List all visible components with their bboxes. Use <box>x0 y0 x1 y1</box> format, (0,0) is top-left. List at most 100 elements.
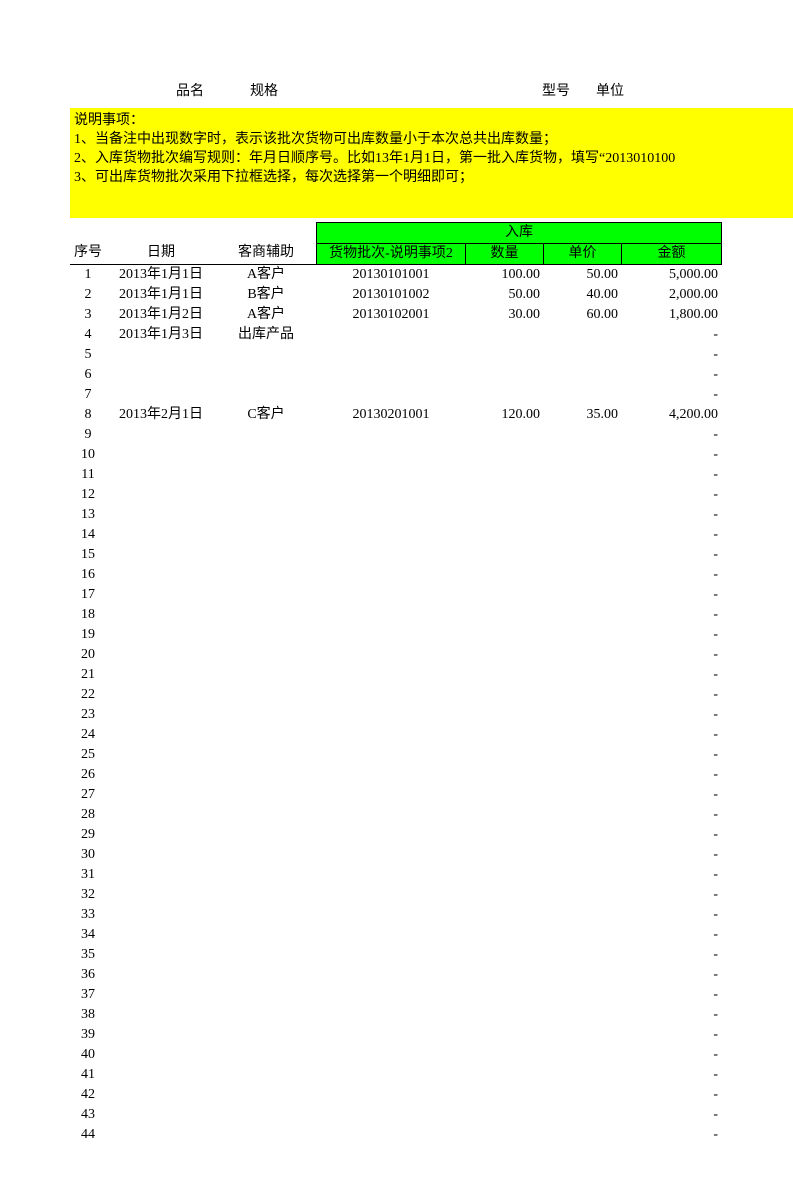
cell-date <box>106 785 216 805</box>
cell-price <box>544 925 622 945</box>
cell-qty <box>466 725 544 745</box>
cell-price <box>544 325 622 345</box>
cell-price <box>544 985 622 1005</box>
table-row: 28- <box>70 805 793 825</box>
cell-seq: 4 <box>70 325 106 345</box>
cell-amt: - <box>622 485 722 505</box>
cell-batch <box>316 765 466 785</box>
table-row: 19- <box>70 625 793 645</box>
table-row: 18- <box>70 605 793 625</box>
cell-date <box>106 425 216 445</box>
cell-date <box>106 885 216 905</box>
cell-batch <box>316 625 466 645</box>
cell-amt: - <box>622 645 722 665</box>
cell-seq: 11 <box>70 465 106 485</box>
cell-cust <box>216 945 316 965</box>
cell-date: 2013年1月3日 <box>106 325 216 345</box>
cell-qty <box>466 745 544 765</box>
cell-amt: - <box>622 905 722 925</box>
cell-date <box>106 925 216 945</box>
cell-cust: A客户 <box>216 265 316 285</box>
cell-cust <box>216 965 316 985</box>
cell-date <box>106 825 216 845</box>
cell-qty <box>466 625 544 645</box>
cell-price: 50.00 <box>544 265 622 285</box>
cell-date <box>106 965 216 985</box>
cell-batch <box>316 1045 466 1065</box>
cell-date <box>106 805 216 825</box>
cell-amt: - <box>622 725 722 745</box>
cell-date <box>106 565 216 585</box>
cell-price <box>544 1045 622 1065</box>
cell-amt: - <box>622 805 722 825</box>
cell-amt: - <box>622 985 722 1005</box>
cell-batch <box>316 385 466 405</box>
cell-price <box>544 865 622 885</box>
header-price: 单价 <box>544 243 622 265</box>
cell-cust: B客户 <box>216 285 316 305</box>
cell-cust <box>216 545 316 565</box>
cell-qty <box>466 1045 544 1065</box>
cell-batch <box>316 885 466 905</box>
cell-price <box>544 945 622 965</box>
table-row: 30- <box>70 845 793 865</box>
cell-date: 2013年1月1日 <box>106 265 216 285</box>
cell-cust <box>216 645 316 665</box>
label-product-name: 品名 <box>130 80 250 100</box>
table-row: 27- <box>70 785 793 805</box>
cell-batch <box>316 845 466 865</box>
cell-price <box>544 645 622 665</box>
cell-seq: 18 <box>70 605 106 625</box>
notes-title: 说明事项： <box>74 112 789 131</box>
cell-batch <box>316 745 466 765</box>
cell-seq: 34 <box>70 925 106 945</box>
cell-seq: 22 <box>70 685 106 705</box>
cell-amt: - <box>622 625 722 645</box>
label-spec: 规格 <box>250 80 410 100</box>
cell-seq: 14 <box>70 525 106 545</box>
cell-price <box>544 385 622 405</box>
table-row: 9- <box>70 425 793 445</box>
cell-amt: - <box>622 885 722 905</box>
cell-qty <box>466 605 544 625</box>
cell-qty <box>466 565 544 585</box>
cell-seq: 36 <box>70 965 106 985</box>
cell-amt: - <box>622 505 722 525</box>
cell-cust <box>216 845 316 865</box>
cell-cust <box>216 505 316 525</box>
table-row: 22- <box>70 685 793 705</box>
table-row: 44- <box>70 1125 793 1145</box>
cell-price <box>544 705 622 725</box>
table-row: 26- <box>70 765 793 785</box>
cell-price <box>544 565 622 585</box>
cell-cust <box>216 725 316 745</box>
cell-cust <box>216 1025 316 1045</box>
cell-amt: - <box>622 665 722 685</box>
cell-seq: 38 <box>70 1005 106 1025</box>
cell-batch <box>316 685 466 705</box>
cell-price <box>544 1065 622 1085</box>
cell-batch: 20130102001 <box>316 305 466 325</box>
cell-price <box>544 445 622 465</box>
table-row: 23- <box>70 705 793 725</box>
cell-amt: - <box>622 1125 722 1145</box>
cell-batch <box>316 645 466 665</box>
cell-date <box>106 345 216 365</box>
cell-date <box>106 1125 216 1145</box>
cell-price <box>544 725 622 745</box>
cell-amt: - <box>622 525 722 545</box>
table-row: 36- <box>70 965 793 985</box>
cell-qty <box>466 1025 544 1045</box>
cell-cust <box>216 365 316 385</box>
cell-batch <box>316 325 466 345</box>
data-grid: 入库 序号 日期 客商辅助 货物批次-说明事项2 数量 单价 金额 12013年… <box>70 222 793 1145</box>
cell-date <box>106 525 216 545</box>
table-row: 15- <box>70 545 793 565</box>
cell-qty <box>466 905 544 925</box>
cell-seq: 29 <box>70 825 106 845</box>
cell-batch <box>316 545 466 565</box>
table-row: 7- <box>70 385 793 405</box>
cell-qty: 120.00 <box>466 405 544 425</box>
cell-seq: 39 <box>70 1025 106 1045</box>
cell-price <box>544 805 622 825</box>
